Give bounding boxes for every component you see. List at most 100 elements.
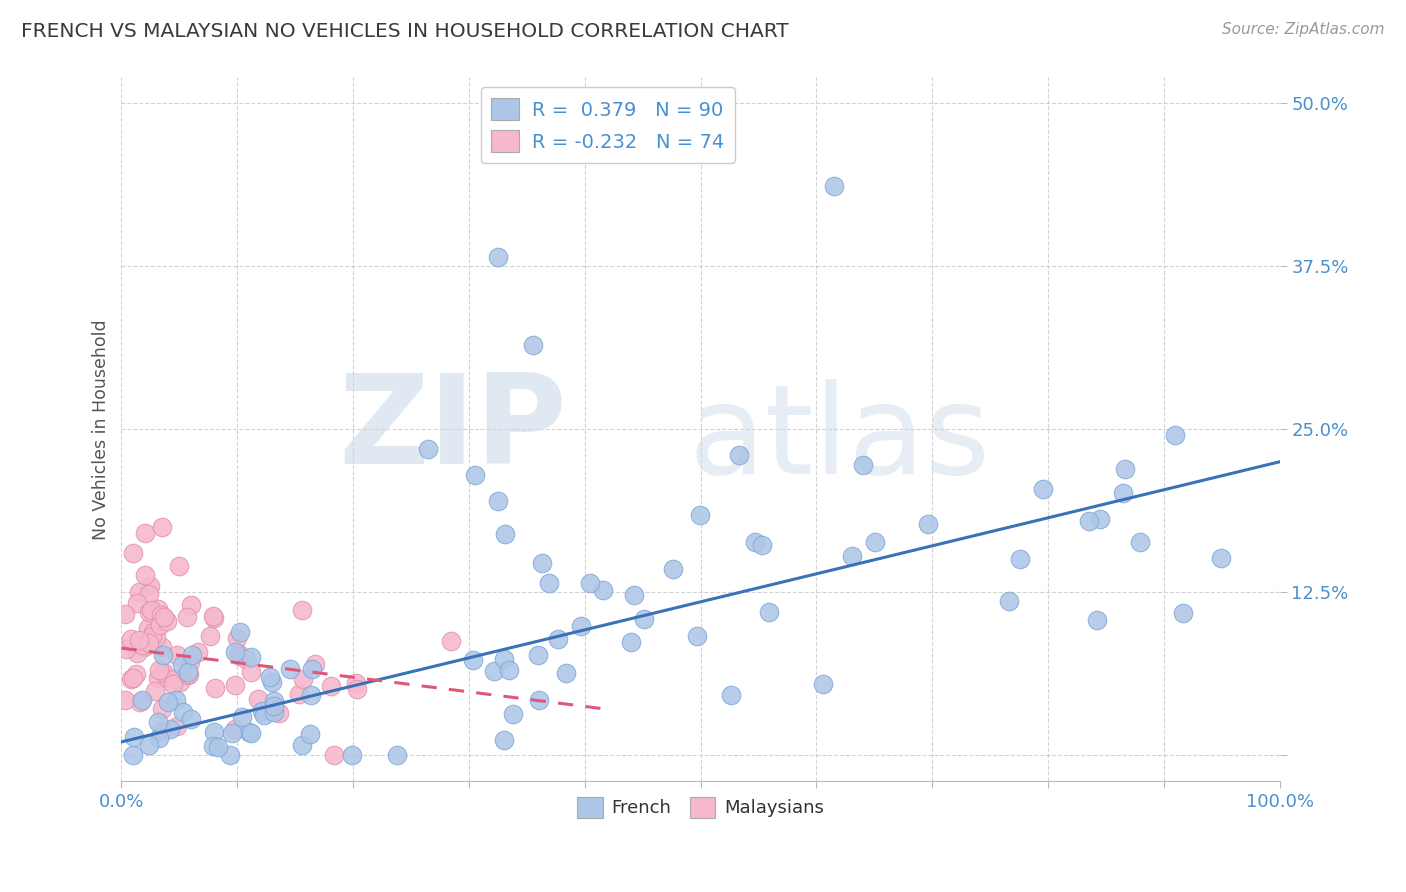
Text: FRENCH VS MALAYSIAN NO VEHICLES IN HOUSEHOLD CORRELATION CHART: FRENCH VS MALAYSIAN NO VEHICLES IN HOUSE… bbox=[21, 22, 789, 41]
Point bbox=[385, 747, 408, 762]
Point bbox=[114, 607, 136, 621]
Point bbox=[1129, 534, 1152, 549]
Point bbox=[537, 575, 560, 590]
Point bbox=[240, 650, 263, 665]
Point bbox=[863, 535, 886, 549]
Point bbox=[131, 638, 153, 652]
Point bbox=[221, 726, 243, 740]
Point bbox=[124, 667, 146, 681]
Point bbox=[526, 648, 548, 662]
Point bbox=[486, 494, 509, 508]
Point bbox=[152, 723, 174, 738]
Point bbox=[633, 612, 655, 626]
Point bbox=[751, 538, 773, 552]
Point bbox=[138, 587, 160, 601]
Point bbox=[146, 715, 169, 730]
Point bbox=[418, 442, 440, 456]
Point bbox=[202, 611, 225, 625]
Point bbox=[269, 706, 291, 720]
Point bbox=[162, 677, 184, 691]
Point bbox=[149, 617, 172, 632]
Point bbox=[180, 712, 202, 726]
Point bbox=[502, 706, 524, 721]
Point bbox=[201, 608, 224, 623]
Point bbox=[179, 667, 201, 681]
Point bbox=[260, 675, 283, 690]
Point bbox=[263, 698, 285, 713]
Point bbox=[263, 694, 285, 708]
Legend: French, Malaysians: French, Malaysians bbox=[569, 789, 831, 825]
Point bbox=[157, 671, 180, 685]
Point bbox=[1114, 462, 1136, 476]
Point bbox=[689, 508, 711, 522]
Point bbox=[139, 578, 162, 592]
Point bbox=[1112, 485, 1135, 500]
Point bbox=[115, 642, 138, 657]
Point bbox=[1164, 428, 1187, 442]
Point bbox=[304, 657, 326, 672]
Point bbox=[187, 645, 209, 659]
Point bbox=[122, 546, 145, 560]
Point bbox=[132, 640, 155, 654]
Text: atlas: atlas bbox=[689, 379, 991, 500]
Point bbox=[224, 722, 246, 736]
Point bbox=[122, 747, 145, 762]
Point bbox=[114, 692, 136, 706]
Point bbox=[224, 677, 246, 691]
Point bbox=[202, 725, 225, 739]
Point bbox=[1085, 613, 1108, 627]
Point bbox=[142, 625, 165, 640]
Point bbox=[177, 667, 200, 681]
Point bbox=[235, 652, 257, 666]
Point bbox=[440, 634, 463, 648]
Point bbox=[852, 458, 875, 472]
Point bbox=[128, 585, 150, 599]
Point bbox=[163, 672, 186, 686]
Point bbox=[744, 535, 766, 549]
Point bbox=[226, 631, 249, 645]
Point bbox=[120, 672, 142, 686]
Point bbox=[486, 250, 509, 264]
Point bbox=[240, 665, 263, 680]
Point bbox=[498, 663, 520, 677]
Point bbox=[522, 337, 544, 351]
Y-axis label: No Vehicles in Household: No Vehicles in Household bbox=[93, 319, 110, 540]
Point bbox=[247, 692, 270, 706]
Point bbox=[291, 738, 314, 752]
Point bbox=[120, 632, 142, 646]
Point bbox=[134, 568, 156, 582]
Point bbox=[685, 629, 707, 643]
Point bbox=[172, 658, 194, 673]
Point bbox=[494, 732, 516, 747]
Point bbox=[620, 634, 643, 648]
Point bbox=[1008, 552, 1031, 566]
Point bbox=[758, 605, 780, 619]
Point bbox=[569, 619, 592, 633]
Point bbox=[253, 707, 276, 722]
Point bbox=[240, 726, 263, 740]
Point bbox=[228, 647, 250, 661]
Point bbox=[252, 704, 274, 718]
Point bbox=[179, 655, 201, 669]
Point bbox=[555, 665, 578, 680]
Point bbox=[917, 516, 939, 531]
Point bbox=[177, 665, 200, 679]
Point bbox=[1171, 607, 1194, 621]
Point bbox=[259, 670, 281, 684]
Point bbox=[322, 747, 344, 762]
Point bbox=[291, 603, 314, 617]
Point bbox=[530, 556, 553, 570]
Point bbox=[125, 646, 148, 660]
Point bbox=[463, 653, 485, 667]
Point bbox=[340, 747, 363, 762]
Point bbox=[169, 559, 191, 574]
Text: Source: ZipAtlas.com: Source: ZipAtlas.com bbox=[1222, 22, 1385, 37]
Point bbox=[344, 676, 367, 690]
Point bbox=[592, 583, 614, 598]
Point bbox=[152, 648, 174, 662]
Point bbox=[231, 709, 253, 723]
Point bbox=[218, 747, 240, 762]
Point bbox=[150, 608, 173, 623]
Point bbox=[464, 467, 486, 482]
Point bbox=[141, 629, 163, 643]
